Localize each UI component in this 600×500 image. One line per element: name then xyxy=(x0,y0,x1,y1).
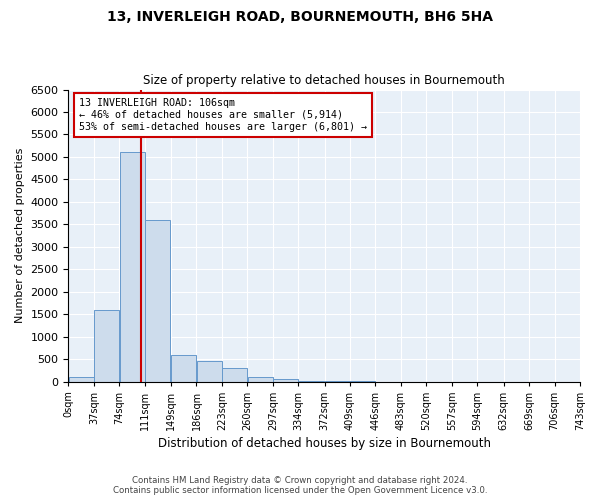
Text: 13 INVERLEIGH ROAD: 106sqm
← 46% of detached houses are smaller (5,914)
53% of s: 13 INVERLEIGH ROAD: 106sqm ← 46% of deta… xyxy=(79,98,367,132)
Bar xyxy=(119,152,145,382)
Bar xyxy=(273,380,298,382)
Bar xyxy=(248,377,273,382)
X-axis label: Distribution of detached houses by size in Bournemouth: Distribution of detached houses by size … xyxy=(158,437,491,450)
Bar xyxy=(68,377,94,382)
Bar xyxy=(94,310,119,382)
Bar xyxy=(145,220,170,382)
Bar xyxy=(299,380,323,382)
Bar xyxy=(197,362,222,382)
Y-axis label: Number of detached properties: Number of detached properties xyxy=(15,148,25,323)
Bar xyxy=(171,354,196,382)
Text: Contains HM Land Registry data © Crown copyright and database right 2024.
Contai: Contains HM Land Registry data © Crown c… xyxy=(113,476,487,495)
Text: 13, INVERLEIGH ROAD, BOURNEMOUTH, BH6 5HA: 13, INVERLEIGH ROAD, BOURNEMOUTH, BH6 5H… xyxy=(107,10,493,24)
Title: Size of property relative to detached houses in Bournemouth: Size of property relative to detached ho… xyxy=(143,74,505,87)
Bar xyxy=(222,368,247,382)
